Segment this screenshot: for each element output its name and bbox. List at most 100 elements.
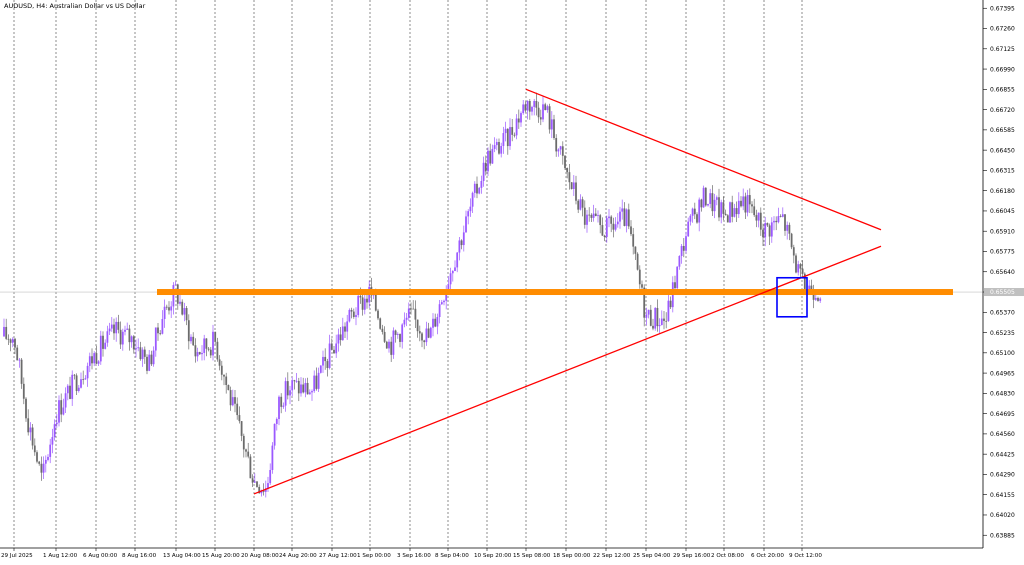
candle-body: [51, 437, 54, 445]
candle-body: [489, 150, 492, 164]
x-tick-label: 9 Oct 12:00: [789, 553, 822, 559]
chart-title: AUDUSD, H4: Australian Dollar vs US Doll…: [4, 2, 146, 10]
candle-body: [643, 287, 646, 318]
candle-body: [348, 309, 351, 322]
candle-body: [388, 341, 390, 349]
candle-body: [513, 134, 516, 136]
candle-body: [36, 452, 38, 462]
candle-body: [38, 461, 41, 464]
candle-body: [9, 339, 12, 343]
candle-body: [306, 382, 309, 395]
candle-body: [498, 142, 500, 154]
candle-body: [636, 253, 639, 270]
candle-body: [366, 298, 368, 303]
y-tick-label: 0.65640: [990, 269, 1015, 276]
candle-body: [390, 341, 393, 355]
candle-body: [86, 365, 89, 379]
candle-body: [654, 307, 657, 329]
x-tick-label: 22 Sep 12:00: [593, 553, 631, 559]
candle-body: [361, 297, 364, 310]
candle-body: [205, 338, 208, 349]
candle-body: [762, 229, 764, 238]
candle-body: [396, 334, 399, 335]
x-tick-label: 29 Jul 2025: [1, 553, 33, 559]
x-tick-label: 13 Aug 04:00: [163, 553, 201, 559]
candle-body: [73, 374, 76, 376]
candle-body: [709, 193, 712, 204]
candle-body: [476, 183, 478, 194]
candle-body: [104, 342, 107, 349]
candle-body: [500, 145, 503, 154]
candle-body: [117, 321, 120, 330]
candle-body: [535, 100, 538, 108]
candle-body: [99, 335, 102, 362]
candle-body: [110, 324, 113, 329]
x-tick-label: 8 Aug 16:00: [122, 553, 157, 559]
candle-body: [11, 338, 14, 343]
x-tick-label: 6 Aug 00:00: [83, 553, 118, 559]
candle-body: [196, 352, 199, 357]
candle-body: [352, 311, 355, 317]
candle-body: [559, 146, 562, 150]
candle-body: [381, 328, 384, 332]
candle-body: [597, 215, 599, 217]
x-tick-label: 20 Aug 08:00: [241, 553, 279, 559]
candle-body: [689, 215, 692, 222]
candle-body: [702, 187, 705, 208]
candle-body: [91, 356, 93, 364]
candle-body: [275, 419, 278, 424]
candle-body: [531, 106, 533, 112]
candle-body: [777, 216, 780, 223]
trendline[interactable]: [525, 88, 882, 231]
candle-body: [88, 356, 91, 366]
candle-body: [808, 285, 811, 290]
candle-body: [766, 223, 769, 226]
candle-body: [225, 376, 228, 386]
candle-body: [471, 192, 474, 207]
candle-body: [786, 224, 789, 231]
candle-body: [718, 197, 720, 218]
candle-body: [238, 415, 241, 422]
candle-body: [80, 379, 82, 388]
candle-body: [735, 208, 738, 215]
x-tick-label: 2 Oct 08:00: [711, 553, 744, 559]
candle-body: [97, 361, 100, 364]
candle-body: [473, 183, 476, 193]
candle-body: [737, 200, 740, 215]
candle-body: [392, 330, 395, 355]
candle-body: [548, 106, 551, 130]
candle-body: [18, 359, 21, 361]
x-tick-label: 1 Sep 00:00: [357, 553, 391, 559]
candle-body: [768, 225, 771, 237]
y-tick-label: 0.66990: [990, 66, 1015, 73]
highlight-box[interactable]: [776, 276, 808, 318]
candle-body: [440, 302, 443, 305]
candle-body: [729, 202, 731, 223]
support-zone[interactable]: [157, 289, 953, 296]
candle-body: [445, 290, 448, 301]
candle-body: [504, 128, 507, 134]
candle-body: [132, 336, 135, 350]
candle-body: [236, 403, 239, 416]
candle-body: [550, 119, 553, 130]
current-price-label: 0.65505: [990, 289, 1015, 296]
candle-body: [16, 347, 19, 361]
candle-body: [346, 321, 349, 332]
candle-body: [775, 220, 778, 223]
candle-body: [539, 117, 542, 120]
candle-body: [502, 133, 505, 146]
candle-body: [610, 216, 613, 224]
candle-body: [179, 301, 181, 304]
candle-body: [720, 202, 723, 218]
candle-body: [757, 212, 760, 221]
x-tick-label: 10 Sep 20:00: [474, 553, 512, 559]
candle-body: [293, 380, 296, 382]
candle-body: [47, 456, 49, 460]
candle-body: [434, 318, 437, 327]
candle-body: [291, 380, 294, 391]
candle-body: [71, 374, 74, 399]
candle-body: [568, 172, 571, 183]
